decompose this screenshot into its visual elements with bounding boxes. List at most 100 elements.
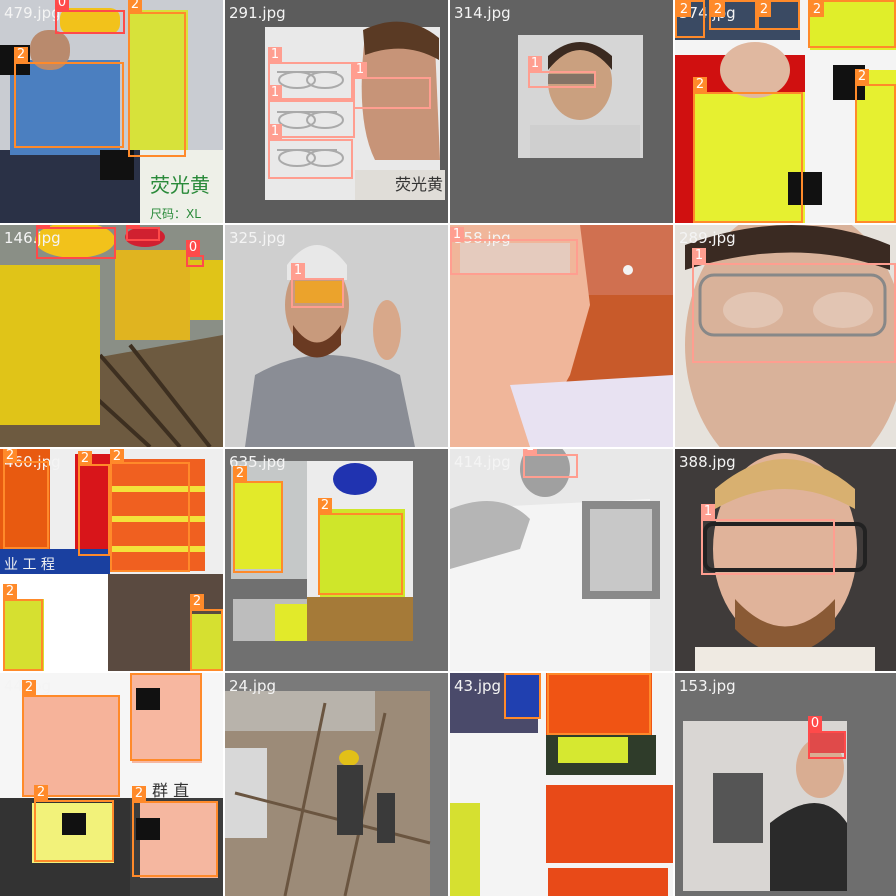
class-label: 2 <box>233 466 247 481</box>
tile-image <box>225 449 448 671</box>
class-label: 1 <box>268 85 282 100</box>
tile-325[interactable]: 325.jpg 1 <box>225 225 448 447</box>
class-label: 1 <box>353 62 367 77</box>
class-label: 2 <box>34 785 48 800</box>
bbox-vest: 2 <box>693 77 803 223</box>
bbox-helmet: 0 <box>186 240 204 267</box>
bbox-glasses: 1 <box>701 504 835 575</box>
tile-635[interactable]: 635.jpg 2 2 <box>225 449 448 671</box>
bbox-vest: 2 <box>318 498 403 595</box>
bbox-helmet: 0 <box>808 716 846 759</box>
class-label: 1 <box>268 47 282 62</box>
scene-text: 荧光黄 <box>395 175 443 194</box>
bbox-vest: 2 <box>855 69 896 223</box>
bbox-vest: 2 <box>14 47 124 148</box>
bbox-helmet: 0 <box>126 225 160 241</box>
tile-image <box>225 673 448 896</box>
tile-314[interactable]: 314.jpg 1 <box>450 0 673 223</box>
bbox-vest: 2 <box>34 785 114 862</box>
tile-291[interactable]: 荧光黄 291.jpg 1 1 1 1 <box>225 0 448 223</box>
tile-image <box>0 225 223 447</box>
tile-388[interactable]: 388.jpg 1 <box>675 449 896 671</box>
class-label: 0 <box>186 240 200 255</box>
tile-358[interactable]: 358.jpg 1 <box>450 225 673 447</box>
class-label: 2 <box>3 584 17 599</box>
class-label: 2 <box>78 451 92 466</box>
image-filename: 291.jpg <box>229 4 286 22</box>
bbox-vest: 2 <box>78 451 110 556</box>
class-label: 2 <box>547 673 561 675</box>
class-label: 0 <box>55 0 69 10</box>
image-filename: 43.jpg <box>454 677 502 695</box>
class-label: 0 <box>126 225 140 229</box>
class-label: 2 <box>3 449 17 463</box>
scene-text: 业 工 程 <box>4 557 55 573</box>
bbox-vest: 2 <box>132 786 218 877</box>
class-label: 2 <box>504 673 518 675</box>
tile-image <box>675 0 896 223</box>
class-label: 0 <box>36 225 50 229</box>
bbox-glasses: 1 <box>268 47 353 100</box>
tile-44[interactable]: 群 直 44.jpg 2 2 2 2 <box>0 673 223 896</box>
class-label: 2 <box>14 47 28 62</box>
bbox-vest: 2 <box>190 594 223 671</box>
bbox-vest: 2 <box>3 449 49 549</box>
image-filename: 146.jpg <box>4 229 61 247</box>
bbox-vest: 2 <box>755 0 800 30</box>
tile-image <box>675 673 896 896</box>
bbox-vest: 2 <box>547 673 651 735</box>
image-filename: 358.jpg <box>454 229 511 247</box>
bbox-vest: 2 <box>128 0 186 157</box>
class-label: 1 <box>450 227 464 242</box>
bbox-glasses: 1 <box>268 85 355 138</box>
bbox-vest: 2 <box>22 680 120 797</box>
class-label: 2 <box>757 2 771 17</box>
class-label: 2 <box>855 69 869 84</box>
class-label: 1 <box>268 124 282 139</box>
class-label: 1 <box>692 248 706 263</box>
bbox-vest: 2 <box>130 673 202 761</box>
tile-image <box>450 449 673 671</box>
scene-text: 群 直 <box>152 781 189 800</box>
bbox-glasses: 1 <box>291 263 344 308</box>
bbox-glasses: 1 <box>268 124 353 179</box>
class-label: 2 <box>677 2 691 17</box>
tile-153[interactable]: 153.jpg 0 <box>675 673 896 896</box>
tile-460[interactable]: 业 工 程 460.jpg 2 2 2 2 2 <box>0 449 223 671</box>
bbox-vest: 2 <box>3 584 43 671</box>
class-label: 1 <box>523 449 537 454</box>
bbox-vest: 2 <box>808 0 896 48</box>
class-label: 1 <box>528 56 542 71</box>
class-label: 2 <box>22 680 36 695</box>
class-label: 2 <box>711 2 725 17</box>
tile-479[interactable]: 荧光黄 尺码：XL 479.jpg 0 2 2 <box>0 0 223 223</box>
image-filename: 414.jpg <box>454 453 511 471</box>
tile-146[interactable]: 146.jpg 0 0 0 <box>0 225 223 447</box>
bbox-helmet: 0 <box>36 225 116 259</box>
class-label: 2 <box>810 2 824 17</box>
tile-image: 荧光黄 <box>225 0 448 223</box>
bbox-glasses: 1 <box>528 56 596 88</box>
tile-24[interactable]: 24.jpg <box>225 673 448 896</box>
image-filename: 479.jpg <box>4 4 61 22</box>
tile-289[interactable]: 289.jpg 1 <box>675 225 896 447</box>
image-filename: 289.jpg <box>679 229 736 247</box>
tile-image <box>450 673 673 896</box>
class-label: 2 <box>128 0 142 12</box>
tile-43[interactable]: 43.jpg 2 2 <box>450 673 673 896</box>
class-label: 2 <box>132 786 146 801</box>
bbox-vest: 2 <box>110 449 190 572</box>
class-label: 2 <box>130 673 144 675</box>
tile-image <box>450 0 673 223</box>
tile-414[interactable]: 414.jpg 1 <box>450 449 673 671</box>
tile-image <box>675 225 896 447</box>
bbox-helmet: 0 <box>55 0 125 34</box>
bbox-vest: 2 <box>675 0 705 38</box>
class-label: 2 <box>318 498 332 513</box>
class-label: 0 <box>808 716 822 731</box>
tile-374[interactable]: 374.jpg 2 2 2 2 2 2 <box>675 0 896 223</box>
tile-image <box>675 449 896 671</box>
bbox-vest: 2 <box>709 0 759 30</box>
image-filename: 153.jpg <box>679 677 736 695</box>
